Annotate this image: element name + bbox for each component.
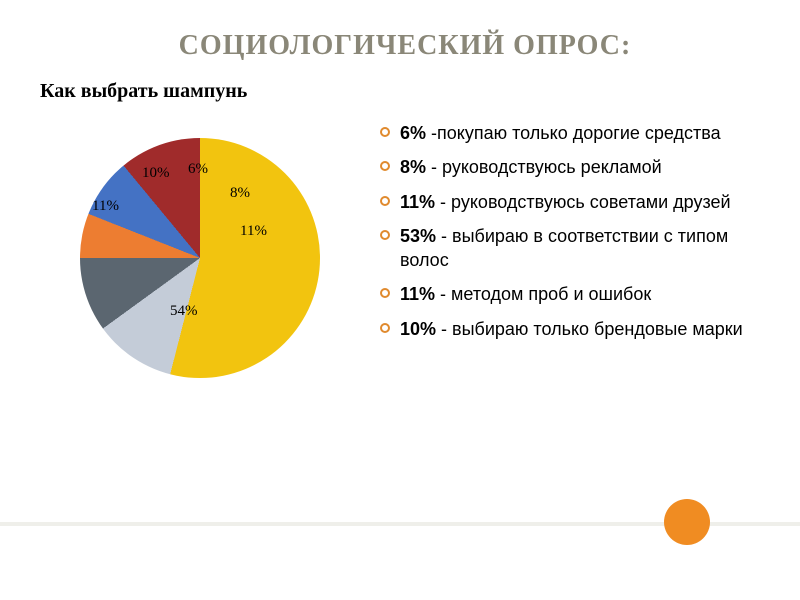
bullet-text: 10% - выбираю только брендовые марки xyxy=(400,317,743,341)
list-item: 8% - руководствуюсь рекламой xyxy=(380,155,760,179)
bullet-text: 8% - руководствуюсь рекламой xyxy=(400,155,662,179)
list-item: 53% - выбираю в соответствии с типом вол… xyxy=(380,224,760,273)
bullet-text: 6% -покупаю только дорогие средства xyxy=(400,121,721,145)
slide: СОЦИОЛОГИЧЕСКИЙ ОПРОС: Как выбрать шампу… xyxy=(0,0,800,600)
pie-slice-label: 8% xyxy=(230,185,250,202)
bullet-icon xyxy=(380,127,390,137)
pie-slice-label: 11% xyxy=(240,223,267,240)
bullet-icon xyxy=(380,230,390,240)
pie-slice-label: 10% xyxy=(142,165,170,182)
pie-chart: 6% 8% 11% 54% 11% 10% xyxy=(30,103,370,443)
bullet-list: 6% -покупаю только дорогие средства 8% - … xyxy=(380,121,760,351)
list-item: 11% - руководствуюсь советами друзей xyxy=(380,190,760,214)
subtitle: Как выбрать шампунь xyxy=(40,80,760,103)
bullet-icon xyxy=(380,161,390,171)
pie-slice-label: 6% xyxy=(188,161,208,178)
bullet-icon xyxy=(380,288,390,298)
bullet-text: 11% - руководствуюсь советами друзей xyxy=(400,190,731,214)
pie-slice-label: 54% xyxy=(170,303,198,320)
list-item: 10% - выбираю только брендовые марки xyxy=(380,317,760,341)
page-title: СОЦИОЛОГИЧЕСКИЙ ОПРОС: xyxy=(50,30,760,62)
list-item: 11% - методом проб и ошибок xyxy=(380,282,760,306)
bullet-icon xyxy=(380,323,390,333)
list-item: 6% -покупаю только дорогие средства xyxy=(380,121,760,145)
content-row: 6% 8% 11% 54% 11% 10% 6% -покупаю только доро… xyxy=(50,113,760,443)
pie-slice-label: 11% xyxy=(92,198,119,215)
bullet-text: 11% - методом проб и ошибок xyxy=(400,282,651,306)
accent-dot-icon xyxy=(664,499,710,545)
bullet-text: 53% - выбираю в соответствии с типом вол… xyxy=(400,224,760,273)
bullet-icon xyxy=(380,196,390,206)
